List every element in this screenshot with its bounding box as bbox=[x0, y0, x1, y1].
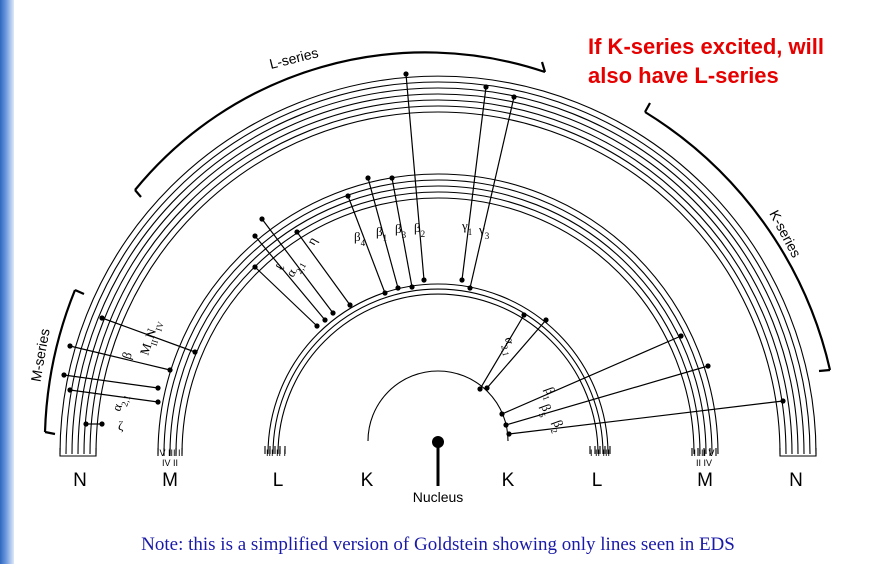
line-label-m-beta: β bbox=[119, 350, 135, 361]
line-label-m-alpha21: α2,1 bbox=[109, 391, 133, 414]
line-label-m-mn: MIINIV bbox=[137, 317, 166, 358]
line-label-m-zeta: ζ bbox=[118, 418, 124, 433]
nucleus-label: Nucleus bbox=[413, 489, 464, 505]
m-series-label: M-series bbox=[28, 327, 53, 383]
n-left-bracket bbox=[59, 448, 97, 457]
line-label-l-beta4: β4 bbox=[354, 229, 366, 248]
l-series-line-labels: ℓ α2,1 η β4 β1 β3 β2 γ1 γ3 bbox=[272, 218, 490, 281]
callout-line-2: also have L-series bbox=[588, 63, 779, 88]
shell-l-right: L bbox=[592, 470, 603, 491]
footnote: Note: this is a simplified version of Go… bbox=[141, 534, 735, 555]
slide-edge-decoration bbox=[0, 0, 14, 564]
line-label-l-beta3: β3 bbox=[395, 221, 407, 240]
subshell-m-left-bottom: IV II bbox=[162, 458, 178, 468]
shell-n-left: N bbox=[73, 470, 87, 491]
m-series-bracket bbox=[43, 289, 77, 433]
line-label-k-beta1: β1 bbox=[538, 385, 560, 402]
line-label-k-beta5: β5 bbox=[534, 402, 556, 419]
subshell-ticks bbox=[157, 446, 717, 456]
line-label-l-gamma3: γ3 bbox=[478, 222, 490, 241]
line-label-l-gamma1: γ1 bbox=[461, 218, 472, 237]
line-label-l-beta2: β2 bbox=[414, 220, 425, 239]
line-label-k-alpha21: α2,1 bbox=[498, 336, 520, 357]
shell-labels: N M L K K L M N bbox=[73, 470, 803, 491]
l-series-bracket bbox=[134, 51, 546, 191]
m-shell-arcs bbox=[157, 173, 719, 455]
n-shell-arcs bbox=[59, 75, 817, 455]
m-series-line-labels: ζ α2,1 β MIINIV bbox=[109, 317, 166, 433]
shell-m-left: M bbox=[162, 470, 178, 491]
line-label-l-alpha21: α2,1 bbox=[283, 256, 308, 281]
transition-lines bbox=[63, 73, 784, 435]
line-label-k-beta2: β2 bbox=[546, 418, 568, 435]
l-series-bracket-tick bbox=[134, 61, 547, 198]
subshell-m-right-top: I III V bbox=[693, 448, 714, 458]
shell-m-right: M bbox=[697, 470, 713, 491]
k-series-line-labels: α2,1 β1 β5 β2 bbox=[498, 336, 568, 435]
shell-k-right: K bbox=[502, 470, 515, 491]
subshell-m-right-bottom: II IV bbox=[696, 458, 712, 468]
shell-l-left: L bbox=[273, 470, 284, 491]
subshell-l-left: III II I bbox=[266, 448, 286, 458]
k-series-bracket bbox=[644, 111, 832, 371]
line-label-l-beta1: β1 bbox=[376, 224, 387, 243]
callout-text: If K-series excited, will also have L-se… bbox=[588, 32, 824, 90]
nucleus-marker bbox=[432, 436, 444, 486]
k-shell-arc bbox=[367, 370, 509, 442]
m-series-bracket-tick bbox=[44, 288, 85, 436]
subshell-m-left-top: V III I bbox=[159, 448, 180, 458]
n-right-bracket bbox=[779, 448, 817, 457]
callout-line-1: If K-series excited, will bbox=[588, 34, 824, 59]
subshell-labels: V III I IV II III II I I II III I III V … bbox=[159, 448, 714, 468]
transition-endpoints bbox=[61, 71, 786, 437]
subshell-l-right: I II III bbox=[590, 448, 610, 458]
l-series-label: L-series bbox=[268, 44, 320, 72]
shell-n-right: N bbox=[789, 470, 803, 491]
k-series-bracket-tick bbox=[644, 102, 831, 373]
shell-k-left: K bbox=[361, 470, 374, 491]
